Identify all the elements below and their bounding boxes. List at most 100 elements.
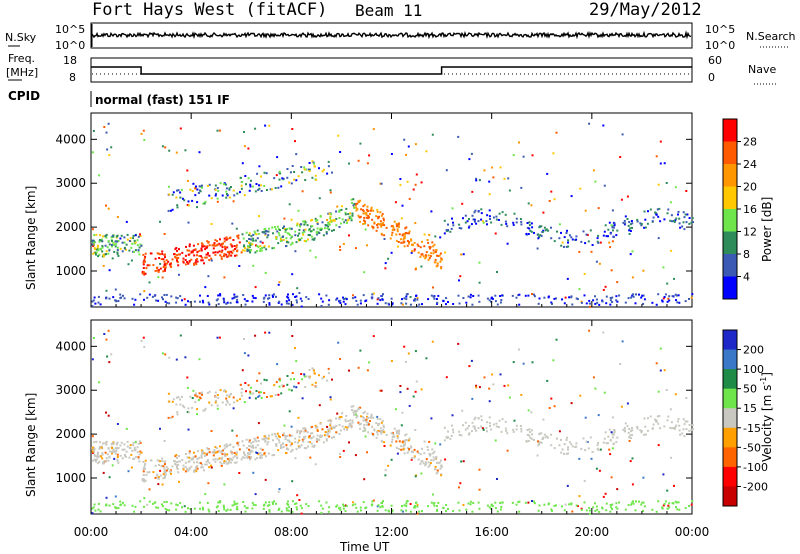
power-point	[541, 230, 544, 233]
power-point	[342, 298, 345, 300]
power-point	[642, 302, 645, 305]
velocity-point	[143, 497, 146, 500]
velocity-point	[296, 429, 299, 432]
power-point	[108, 297, 111, 300]
power-point	[364, 212, 367, 215]
power-point	[594, 180, 597, 183]
power-point	[165, 262, 168, 265]
velocity-point	[398, 440, 401, 443]
beam-label: Beam 11	[355, 1, 422, 20]
velocity-point	[624, 508, 627, 511]
power-point	[301, 231, 304, 234]
power-point	[369, 209, 372, 212]
power-point	[223, 253, 226, 256]
velocity-point	[658, 414, 661, 417]
power-point	[226, 301, 229, 304]
velocity-point	[97, 508, 100, 511]
velocity-point	[342, 507, 345, 510]
velocity-point	[178, 455, 180, 458]
power-point	[176, 297, 179, 300]
velocity-point	[338, 433, 341, 435]
velocity-point	[415, 380, 418, 383]
power-point	[105, 253, 108, 255]
velocity-point	[225, 443, 228, 446]
velocity-point	[268, 501, 271, 504]
power-point	[659, 220, 662, 223]
power-point	[142, 267, 145, 269]
power-point	[232, 249, 235, 252]
power-point	[220, 257, 223, 260]
velocity-point	[204, 463, 207, 466]
noise-right-tick-top: 10^5	[705, 23, 735, 36]
power-point	[203, 262, 205, 265]
velocity-point	[690, 428, 693, 431]
time-x-axis: 00:00 04:00 08:00 12:00 16:00 20:00 00:00	[74, 113, 709, 539]
velocity-point	[165, 469, 168, 472]
velocity-point	[406, 447, 409, 449]
power-point	[436, 262, 439, 265]
power-point	[322, 234, 325, 237]
velocity-point	[224, 455, 227, 458]
velocity-point	[520, 393, 523, 396]
velocity-point	[531, 361, 534, 364]
velocity-point	[499, 508, 502, 511]
power-point	[159, 253, 162, 256]
velocity-point	[624, 422, 627, 425]
velocity-point	[176, 396, 178, 399]
velocity-point	[249, 445, 252, 448]
velocity-point	[288, 440, 291, 443]
power-point	[214, 253, 217, 256]
velocity-point	[341, 425, 344, 428]
power-point	[429, 247, 431, 250]
power-point	[433, 243, 436, 246]
power-point	[655, 213, 658, 216]
velocity-point	[675, 424, 678, 427]
velocity-point	[113, 450, 116, 453]
power-point	[157, 276, 160, 279]
velocity-point	[237, 441, 240, 444]
velocity-point	[189, 395, 192, 398]
power-point	[528, 221, 531, 224]
velocity-point	[688, 505, 690, 507]
velocity-point	[271, 501, 274, 504]
power-point	[491, 297, 494, 300]
power-point	[399, 178, 402, 180]
power-point	[221, 246, 224, 249]
velocity-point	[108, 456, 111, 459]
power-point	[127, 263, 130, 266]
power-point	[366, 205, 369, 208]
velocity-point	[148, 500, 151, 503]
power-point	[571, 238, 574, 241]
power-point	[414, 268, 417, 271]
velocity-point	[141, 477, 144, 480]
power-point	[551, 302, 553, 305]
velocity-point	[217, 510, 220, 513]
power-point	[501, 294, 504, 297]
power-point	[289, 237, 292, 240]
y-tick-label: 4000	[55, 339, 86, 353]
power-point	[338, 226, 341, 228]
velocity-point	[488, 416, 491, 419]
velocity-point	[327, 372, 330, 375]
power-point	[424, 254, 427, 257]
power-point	[230, 250, 233, 253]
velocity-point	[229, 508, 232, 511]
power-point	[106, 246, 109, 249]
power-point	[288, 233, 291, 236]
velocity-point	[359, 427, 362, 430]
power-point	[275, 174, 278, 177]
velocity-point	[226, 462, 229, 465]
velocity-point	[460, 460, 463, 463]
velocity-point	[282, 434, 284, 437]
power-point	[249, 183, 252, 186]
velocity-point	[193, 461, 196, 464]
power-point	[674, 219, 677, 222]
power-point	[676, 301, 679, 304]
power-point	[491, 166, 494, 169]
velocity-point	[162, 473, 165, 476]
power-point	[169, 209, 172, 212]
power-point	[225, 302, 228, 305]
velocity-point	[611, 433, 614, 436]
power-point	[299, 223, 302, 226]
power-point	[91, 151, 94, 154]
